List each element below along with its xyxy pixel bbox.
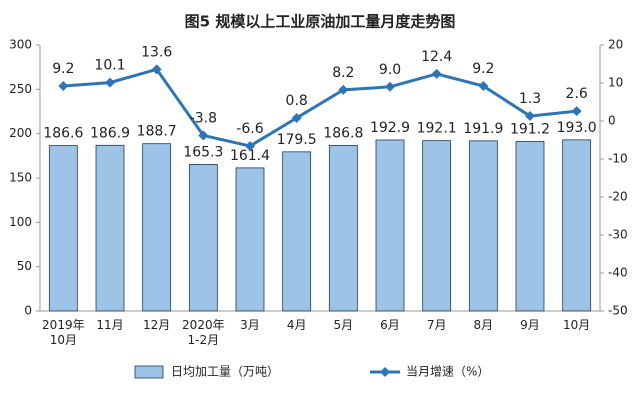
- bar: [375, 139, 405, 312]
- x-tick-label: 10月: [563, 318, 590, 332]
- bar-value-label: 186.8: [323, 125, 363, 141]
- x-tick-label: 3月: [240, 318, 260, 332]
- x-tick-label: 9月: [520, 318, 540, 332]
- y2-tick-label: -20: [608, 190, 628, 204]
- y2-tick-label: -50: [608, 304, 628, 318]
- y2-tick-label: 20: [608, 38, 623, 52]
- y2-tick-label: -10: [608, 152, 628, 166]
- bar: [235, 167, 265, 312]
- y2-tick-label: 0: [608, 114, 616, 128]
- bar: [48, 145, 78, 312]
- line-marker: [105, 77, 115, 88]
- y-tick-label: 100: [9, 215, 32, 229]
- line-marker: [385, 81, 395, 92]
- line-value-label: 8.2: [332, 65, 354, 81]
- legend-swatch: [134, 365, 164, 379]
- x-tick-label: 11月: [96, 318, 123, 332]
- line-value-label: -6.6: [236, 121, 263, 137]
- y-tick-label: 200: [9, 126, 32, 140]
- bar: [422, 140, 452, 312]
- line-marker: [338, 84, 349, 95]
- line-value-label: 12.4: [421, 49, 452, 65]
- x-tick-label: 12月: [143, 318, 170, 332]
- y-tick-label: 50: [17, 259, 32, 273]
- y2-tick-label: -30: [608, 228, 628, 242]
- line-value-label: 9.0: [379, 62, 401, 78]
- line-marker: [431, 68, 442, 79]
- bar-value-label: 179.5: [277, 132, 317, 148]
- bar: [142, 143, 172, 312]
- bar: [188, 164, 218, 312]
- line-value-label: 9.2: [472, 61, 494, 77]
- bar-value-label: 188.7: [137, 124, 177, 140]
- x-tick-label: 6月: [380, 318, 400, 332]
- y-tick-label: 250: [9, 82, 32, 96]
- line-value-label: 10.1: [94, 58, 125, 74]
- y-tick-label: 0: [24, 304, 32, 318]
- line-value-label: 2.6: [566, 86, 588, 102]
- bar: [328, 144, 358, 312]
- y2-tick-label: 10: [608, 76, 623, 90]
- bar-value-label: 192.1: [417, 121, 457, 137]
- legend-label: 当月增速（%）: [406, 365, 489, 379]
- legend-label: 日均加工量（万吨）: [171, 365, 279, 379]
- line-marker: [525, 111, 535, 122]
- x-tick-label: 4月: [287, 318, 307, 332]
- x-tick-label: 2019年 10月: [42, 318, 85, 347]
- line-value-label: 0.8: [286, 93, 308, 109]
- x-tick-label: 2020年 1-2月: [182, 318, 225, 347]
- line-marker: [478, 81, 489, 92]
- line-marker: [58, 81, 69, 92]
- bar-value-label: 192.9: [370, 120, 410, 136]
- line-marker: [198, 130, 209, 141]
- bar-value-label: 165.3: [183, 144, 223, 160]
- y2-tick-label: -40: [608, 266, 628, 280]
- line-marker: [291, 112, 302, 123]
- bar-value-label: 193.0: [557, 120, 597, 136]
- x-tick-label: 8月: [474, 318, 494, 332]
- x-tick-label: 5月: [334, 318, 354, 332]
- y-tick-label: 150: [9, 171, 32, 185]
- line-value-label: 13.6: [141, 44, 172, 60]
- bar: [515, 141, 545, 312]
- bar-value-label: 191.9: [463, 121, 503, 137]
- bar-value-label: 186.9: [90, 125, 130, 141]
- bar: [468, 140, 498, 312]
- line: [63, 67, 577, 148]
- chart-title: 图5 规模以上工业原油加工量月度走势图: [185, 13, 456, 31]
- line-marker: [571, 106, 582, 117]
- line-value-label: 1.3: [519, 91, 541, 107]
- bar-value-label: 161.4: [230, 148, 270, 164]
- line-value-label: -3.8: [190, 110, 217, 126]
- bar: [282, 151, 312, 312]
- line-marker: [151, 64, 162, 75]
- line-value-label: 9.2: [52, 61, 74, 77]
- x-tick-label: 7月: [427, 318, 447, 332]
- bar-value-label: 186.6: [43, 126, 83, 142]
- y-tick-label: 300: [9, 38, 32, 52]
- line-marker: [245, 141, 255, 152]
- bar: [562, 139, 592, 312]
- bar-value-label: 191.2: [510, 121, 550, 137]
- legend-marker: [380, 367, 390, 377]
- bar: [95, 144, 125, 312]
